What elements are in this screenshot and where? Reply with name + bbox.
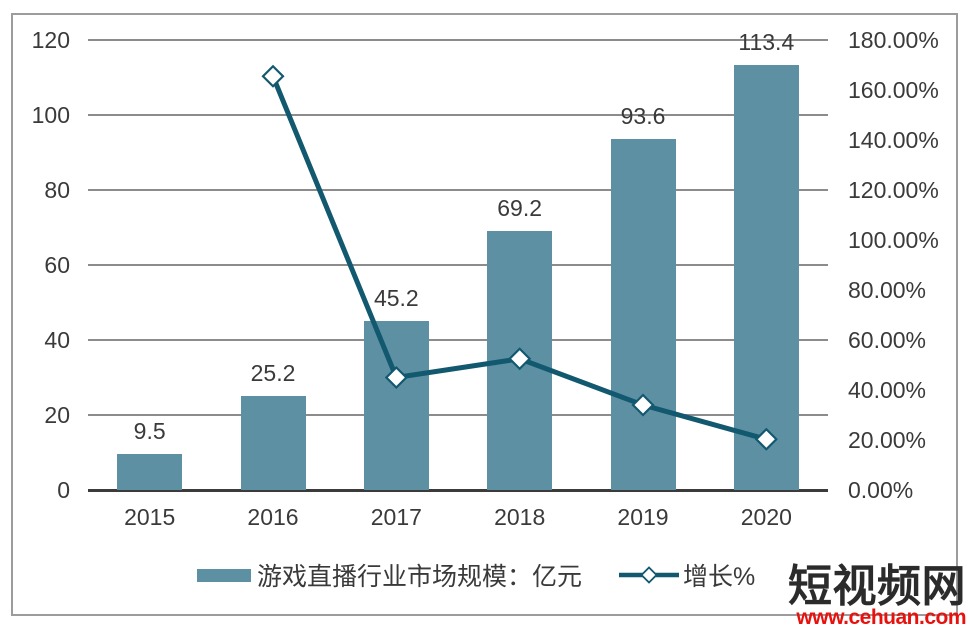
- bar-2017: [363, 320, 429, 490]
- category-label-2020: 2020: [740, 504, 792, 530]
- gridline: [88, 264, 828, 266]
- right-axis-tick-label: 160.00%: [848, 77, 939, 103]
- right-axis-tick-label: 20.00%: [848, 427, 927, 453]
- bar-value-label: 69.2: [497, 194, 543, 221]
- category-label-2016: 2016: [247, 504, 299, 530]
- legend-bar-swatch: [197, 568, 251, 582]
- right-axis-tick-label: 140.00%: [848, 127, 939, 153]
- bar-2019: [610, 139, 676, 490]
- bar-value-label: 45.2: [373, 284, 419, 311]
- category-label-2018: 2018: [494, 504, 546, 530]
- watermark-url: www.cehuan.com: [796, 606, 966, 628]
- left-axis-tick-label: 80: [44, 177, 70, 203]
- bar-2020: [733, 64, 799, 490]
- left-axis-tick-label: 0: [57, 477, 70, 503]
- bar-value-label: 113.4: [738, 28, 795, 55]
- bar-2018: [487, 230, 553, 490]
- watermark: 短视频网 www.cehuan.com: [788, 562, 967, 628]
- category-label-2019: 2019: [617, 504, 669, 530]
- gridline: [88, 414, 828, 416]
- legend-line-swatch: [619, 566, 680, 584]
- left-axis-tick-label: 40: [44, 327, 70, 353]
- gridline: [88, 189, 828, 191]
- bar-2015: [117, 454, 183, 490]
- gridline: [88, 114, 828, 116]
- left-axis-tick-label: 120: [31, 27, 70, 53]
- bar-value-label: 25.2: [250, 359, 296, 386]
- category-label-2017: 2017: [370, 504, 422, 530]
- legend-bar-label: 游戏直播行业市场规模：亿元: [257, 563, 583, 591]
- x-axis-line: [88, 488, 828, 492]
- right-axis-tick-label: 120.00%: [848, 177, 939, 203]
- left-axis-tick-label: 100: [31, 102, 70, 128]
- right-axis-tick-label: 60.00%: [848, 327, 927, 353]
- bar-value-label: 93.6: [620, 103, 666, 129]
- left-axis-tick-label: 20: [44, 402, 70, 428]
- right-axis-tick-label: 180.00%: [848, 27, 939, 53]
- chart-border-box: [11, 13, 958, 616]
- left-axis-tick-label: 60: [44, 252, 70, 278]
- right-axis-tick-label: 100.00%: [848, 227, 939, 253]
- category-label-2015: 2015: [124, 504, 176, 530]
- gridline: [88, 339, 828, 341]
- legend-line-label: 增长%: [683, 563, 756, 591]
- watermark-site-name: 短视频网: [788, 562, 966, 611]
- gridline: [88, 39, 828, 41]
- bar-2016: [240, 395, 306, 490]
- legend: 游戏直播行业市场规模：亿元 增长%: [197, 556, 755, 594]
- right-axis-tick-label: 80.00%: [848, 277, 927, 303]
- right-axis-tick-label: 0.00%: [848, 477, 914, 503]
- right-axis-tick-label: 40.00%: [848, 377, 927, 403]
- bar-value-label: 9.5: [133, 418, 166, 445]
